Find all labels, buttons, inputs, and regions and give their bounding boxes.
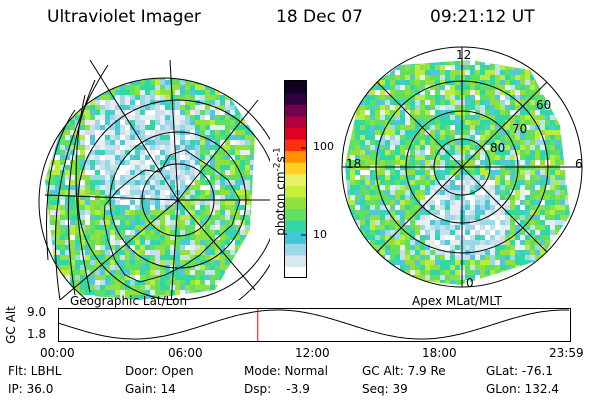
gc-alt-info: GC Alt: 7.9 Re	[362, 364, 446, 378]
alt-xtick-4: 23:59	[549, 346, 584, 360]
alt-xtick-1: 06:00	[168, 346, 203, 360]
colorbar-unit-label: photon cm-2s-1	[273, 112, 288, 272]
left-map-caption: Geographic Lat/Lon	[70, 294, 188, 308]
geographic-map	[38, 59, 270, 300]
alt-xtick-2: 12:00	[295, 346, 330, 360]
mlt-label-18: 18	[346, 157, 362, 171]
door-info: Door: Open	[125, 364, 194, 378]
instrument-title: Ultraviolet Imager	[47, 7, 201, 27]
colorbar-tick-100: 100	[313, 140, 334, 153]
seq-info: Seq: 39	[362, 382, 408, 396]
alt-plot-ylabel: GC Alt	[3, 306, 18, 344]
unit-mid: s	[273, 156, 288, 163]
alt-xtick-0: 00:00	[40, 346, 75, 360]
date-label: 18 Dec 07	[276, 7, 363, 27]
ip-info: IP: 36.0	[8, 382, 54, 396]
lon-lines	[44, 59, 270, 300]
unit-sup1: -2	[272, 162, 283, 172]
mlat-label-60: 60	[536, 98, 552, 112]
alt-ytick-high: 9.0	[27, 305, 47, 319]
altitude-curve	[58, 309, 570, 340]
glon-info: GLon: 132.4	[486, 382, 559, 396]
mode-info: Mode: Normal	[244, 364, 328, 378]
alt-ytick-low: 1.8	[27, 327, 47, 341]
mlt-lines	[342, 47, 582, 287]
apex-polar-map	[341, 46, 583, 288]
colorbar-tick-10: 10	[313, 228, 327, 241]
time-label: 09:21:12 UT	[430, 7, 535, 27]
mlt-label-6: 6	[575, 157, 583, 171]
mlat-label-80: 80	[490, 141, 506, 155]
unit-sup2: -1	[272, 147, 283, 157]
coastline-outline	[103, 149, 241, 283]
mlt-label-12: 12	[456, 48, 472, 62]
color-scale-bar	[284, 80, 307, 279]
altitude-plot	[58, 308, 571, 342]
glat-info: GLat: -76.1	[486, 364, 553, 378]
unit-text: photon cm	[273, 171, 288, 236]
gain-info: Gain: 14	[125, 382, 176, 396]
mlat-label-70: 70	[512, 122, 528, 136]
right-map-caption: Apex MLat/MLT	[412, 294, 502, 308]
outer-grid-arcs	[46, 64, 109, 300]
mlt-label-0: 0	[466, 276, 474, 290]
dsp-info: Dsp: -3.9	[244, 382, 310, 396]
filter-info: Flt: LBHL	[8, 364, 62, 378]
left-aurora-image	[45, 78, 255, 300]
alt-xtick-3: 18:00	[422, 346, 457, 360]
